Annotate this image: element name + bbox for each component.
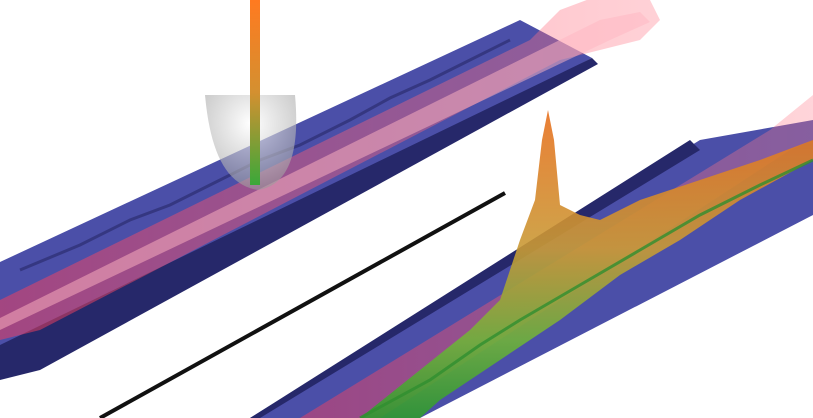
divider-line <box>99 191 506 418</box>
upper-light-beam <box>0 0 660 340</box>
spectrum-peak <box>359 110 813 418</box>
probe-tip <box>205 0 297 190</box>
